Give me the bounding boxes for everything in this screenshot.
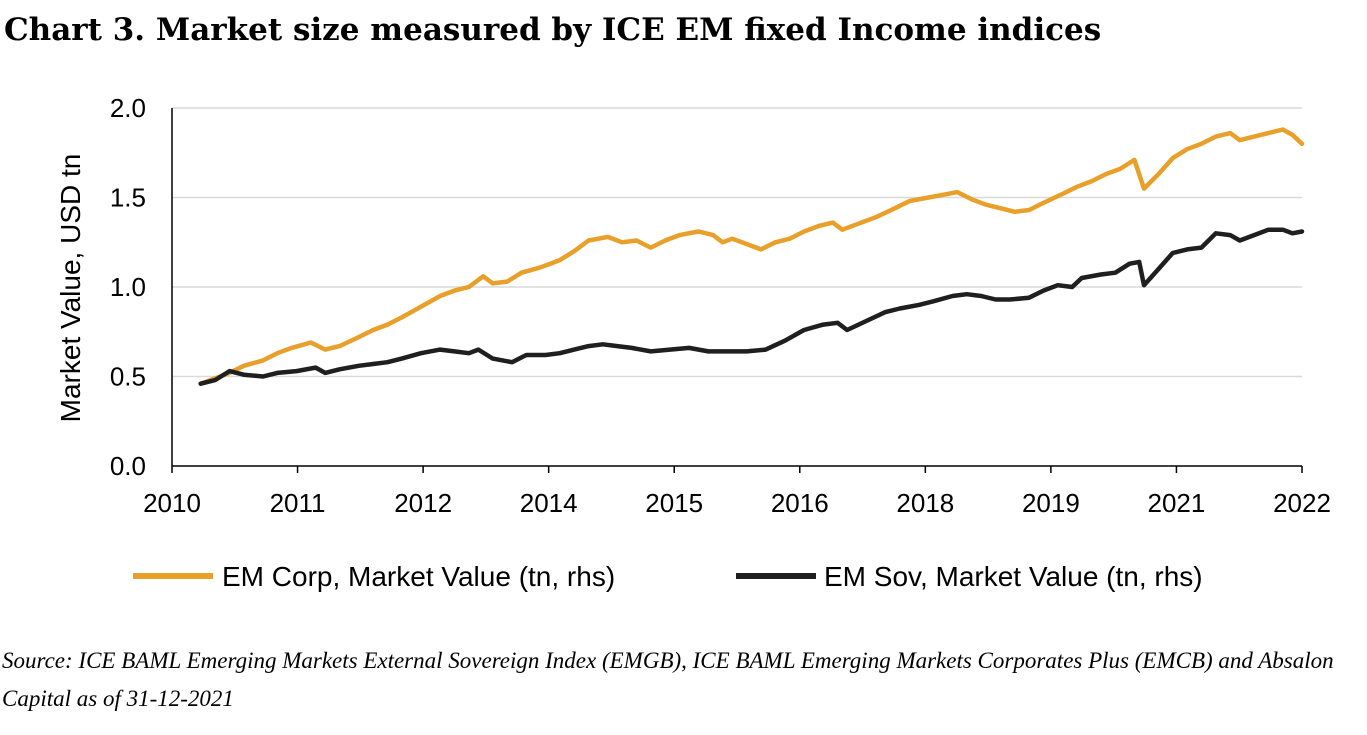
series-line-sov bbox=[198, 227, 1305, 386]
x-tick-label: 2022 bbox=[1273, 488, 1331, 518]
x-tick-labels: 2010 2011 2012 2014 2015 2016 2018 2019 2021 2022 bbox=[143, 488, 1331, 518]
legend-label-corp: EM Corp, Market Value (tn, rhs) bbox=[222, 561, 615, 592]
x-tick-label: 2010 bbox=[143, 488, 201, 518]
series-line-corp bbox=[198, 127, 1305, 386]
y-tick-labels: 0.0 0.5 1.0 1.5 2.0 bbox=[110, 93, 146, 481]
legend: EM Corp, Market Value (tn, rhs) EM Sov, … bbox=[133, 561, 1203, 592]
y-tick-label: 2.0 bbox=[110, 93, 146, 123]
series-lines bbox=[198, 127, 1305, 386]
x-tick-label: 2014 bbox=[520, 488, 578, 518]
chart-title: Chart 3. Market size measured by ICE EM … bbox=[4, 12, 1102, 48]
x-tick-label: 2012 bbox=[394, 488, 452, 518]
legend-label-sov: EM Sov, Market Value (tn, rhs) bbox=[824, 561, 1203, 592]
y-tick-label: 1.5 bbox=[110, 183, 146, 213]
axes bbox=[171, 108, 1303, 473]
x-tick-label: 2021 bbox=[1148, 488, 1206, 518]
y-tick-label: 0.5 bbox=[110, 362, 146, 392]
y-tick-label: 1.0 bbox=[110, 272, 146, 302]
x-tick-label: 2018 bbox=[896, 488, 954, 518]
x-tick-label: 2016 bbox=[771, 488, 829, 518]
x-tick-label: 2019 bbox=[1022, 488, 1080, 518]
gridlines bbox=[172, 107, 1302, 378]
x-tick-label: 2015 bbox=[645, 488, 703, 518]
y-tick-label: 0.0 bbox=[110, 451, 146, 481]
line-chart: 0.0 0.5 1.0 1.5 2.0 2010 2011 2012 2014 2015 2016… bbox=[55, 93, 1331, 592]
x-tick-label: 2011 bbox=[270, 488, 326, 518]
y-axis-title: Market Value, USD tn bbox=[55, 154, 86, 423]
source-note: Source: ICE BAML Emerging Markets Extern… bbox=[2, 648, 1334, 711]
